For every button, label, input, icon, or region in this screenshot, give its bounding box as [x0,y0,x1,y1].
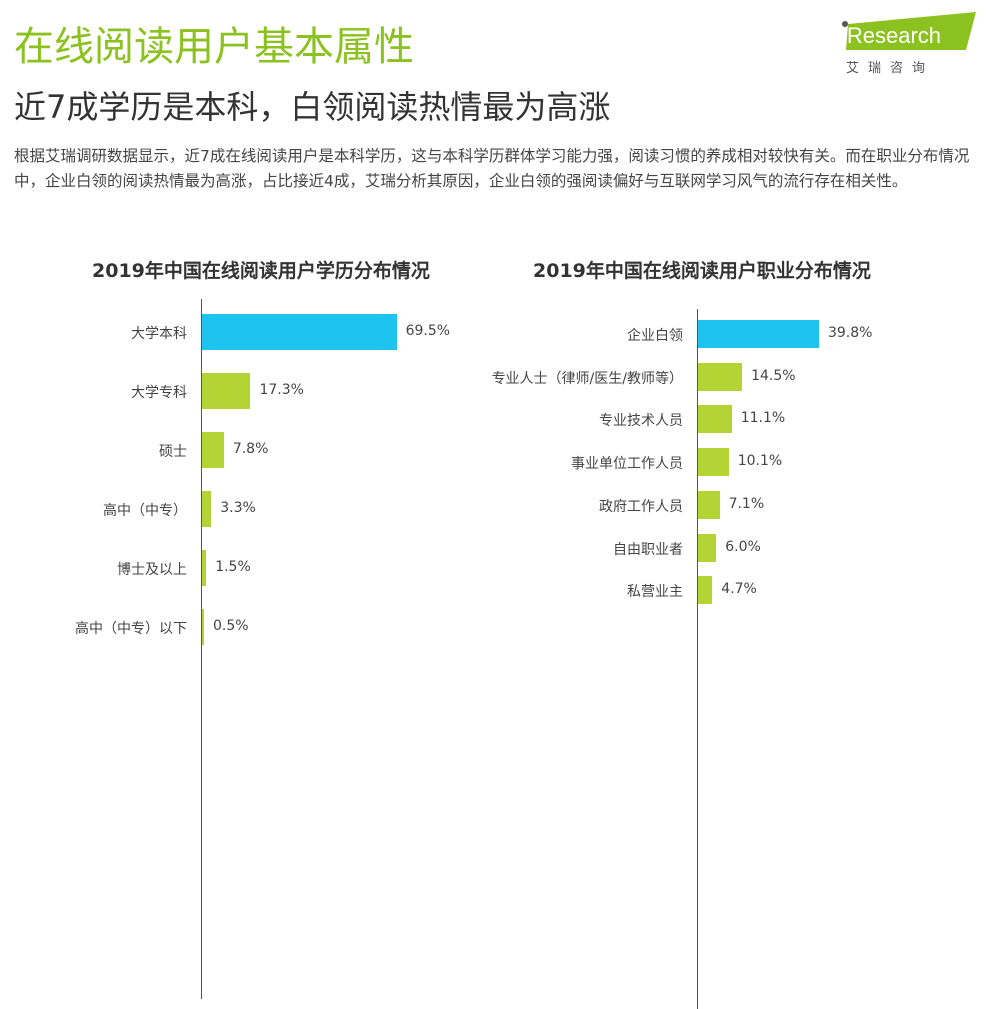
value-label: 14.5% [751,367,796,384]
page-title: 在线阅读用户基本属性 [14,24,414,70]
category-label: 自由职业者 [613,541,683,558]
value-label: 10.1% [737,453,783,470]
category-label: 大学本科 [131,326,187,342]
svg-text:艾瑞咨询: 艾瑞咨询 [846,61,934,76]
bar [202,373,251,409]
value-label: 11.1% [740,410,786,427]
bar [202,314,397,350]
bar [698,490,720,519]
value-label: 0.5% [213,618,249,634]
bar [202,550,207,586]
category-label: 政府工作人员 [599,498,683,515]
value-label: 4.7% [721,581,757,598]
category-label: 大学专科 [131,385,187,401]
bar [202,432,224,468]
bar [698,533,717,562]
value-label: 7.1% [728,495,765,512]
category-label: 博士及以上 [117,562,187,578]
bar [698,448,729,477]
value-label: 17.3% [259,382,304,398]
category-label: 专业人士（律师/医生/教师等） [491,370,683,387]
category-label: 高中（中专）以下 [75,621,187,637]
value-label: 3.3% [220,500,256,516]
category-label: 高中（中专） [103,503,187,519]
svg-text:iResearch: iResearch [842,23,941,48]
description: 根据艾瑞调研数据显示，近7成在线阅读用户是本科学历，这与本科学历群体学习能力强，… [14,147,970,190]
value-label: 69.5% [405,323,451,339]
category-label: 专业技术人员 [599,413,683,430]
chart-title-education: 2019年中国在线阅读用户学历分布情况 [92,260,430,282]
value-label: 6.0% [725,538,761,555]
bar [698,320,819,348]
bar [202,491,212,527]
value-label: 1.5% [215,559,251,575]
iresearch-logo: iResearch 艾瑞咨询 [838,10,978,78]
value-label: 39.8% [827,325,873,341]
bar [698,405,732,434]
category-label: 私营业主 [627,584,683,601]
bar [202,609,204,645]
category-label: 事业单位工作人员 [571,456,683,473]
value-label: 7.8% [232,441,269,457]
page-subtitle: 近7成学历是本科，白领阅读热情最为高涨 [14,88,611,126]
chart-title-occupation: 2019年中国在线阅读用户职业分布情况 [533,260,871,282]
logo-graphic: iResearch 艾瑞咨询 [842,12,976,76]
category-label: 硕士 [159,444,187,460]
category-label: 企业白领 [627,328,683,344]
bar [698,362,743,391]
bar [698,576,713,605]
